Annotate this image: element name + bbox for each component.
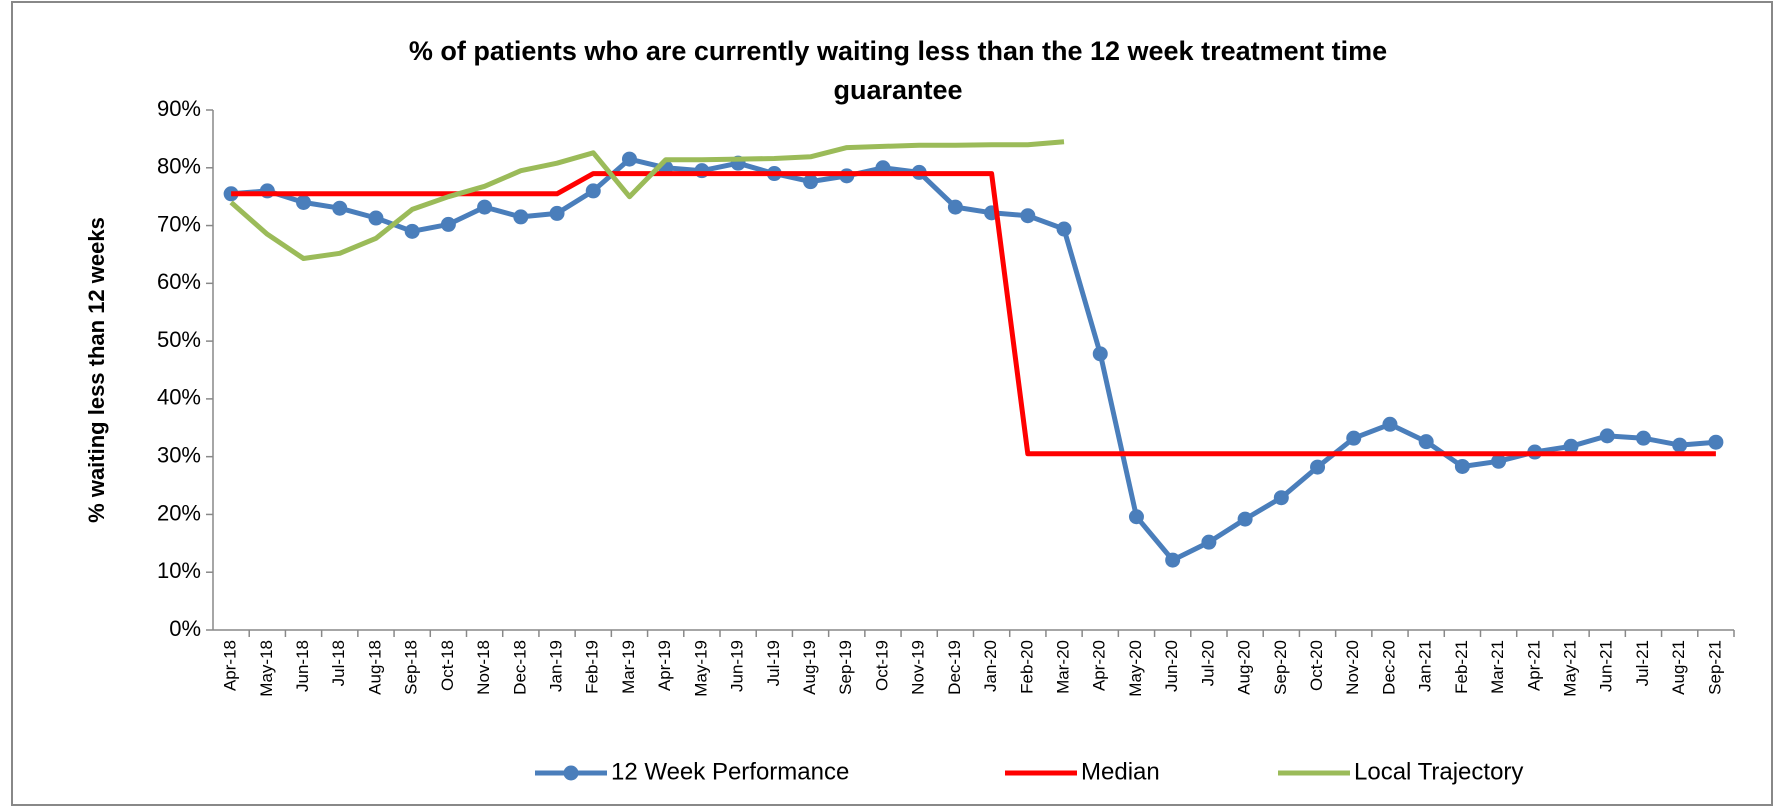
- y-tick-label: 70%: [157, 211, 201, 236]
- y-tick-label: 20%: [157, 500, 201, 525]
- x-tick-label: Aug-18: [365, 640, 384, 695]
- y-tick-label: 0%: [169, 616, 201, 641]
- marker: [1563, 438, 1579, 454]
- series-line: [229, 139, 1065, 261]
- legend-label: 12 Week Performance: [611, 758, 849, 785]
- marker: [1454, 458, 1470, 474]
- x-tick-label: Jun-18: [293, 640, 312, 692]
- x-tick-label: Oct-20: [1307, 640, 1326, 691]
- x-tick-label: Oct-19: [872, 640, 891, 691]
- x-tick-label: Jan-20: [981, 640, 1000, 692]
- legend-marker: [563, 765, 579, 781]
- x-tick-label: Mar-20: [1054, 640, 1073, 694]
- x-tick-label: Jul-19: [764, 640, 783, 686]
- x-tick-label: Nov-19: [909, 640, 928, 695]
- x-tick-label: Jul-20: [1198, 640, 1217, 686]
- x-tick-label: Dec-18: [510, 640, 529, 695]
- marker: [477, 199, 493, 215]
- x-tick-label: Sep-21: [1705, 640, 1724, 695]
- x-tick-label: Feb-19: [583, 640, 602, 694]
- marker: [1382, 416, 1398, 432]
- x-tick-label: May-19: [691, 640, 710, 697]
- chart-title-line: guarantee: [833, 75, 962, 105]
- x-tick-label: Oct-18: [438, 640, 457, 691]
- marker: [296, 194, 312, 210]
- x-tick-label: Jul-18: [329, 640, 348, 686]
- marker: [947, 199, 963, 215]
- x-tick-label: Nov-18: [474, 640, 493, 695]
- x-tick-label: Apr-20: [1090, 640, 1109, 691]
- x-tick-label: Sep-18: [402, 640, 421, 695]
- y-tick-label: 50%: [157, 327, 201, 352]
- marker: [803, 174, 819, 190]
- marker: [1092, 346, 1108, 362]
- marker: [1165, 552, 1181, 568]
- y-tick-label: 90%: [157, 96, 201, 121]
- marker: [621, 151, 637, 167]
- marker: [1201, 534, 1217, 550]
- marker: [1418, 434, 1434, 450]
- x-tick-label: Feb-20: [1017, 640, 1036, 694]
- marker: [332, 200, 348, 216]
- x-tick-label: Dec-19: [945, 640, 964, 695]
- x-tick-label: Aug-20: [1235, 640, 1254, 695]
- marker: [1128, 509, 1144, 525]
- series-line: [231, 171, 1716, 457]
- x-tick-label: Apr-21: [1524, 640, 1543, 691]
- x-tick-label: Sep-19: [836, 640, 855, 695]
- marker: [1237, 511, 1253, 527]
- x-tick-label: Jan-21: [1416, 640, 1435, 692]
- marker: [1708, 434, 1724, 450]
- legend-label: Median: [1081, 758, 1160, 785]
- x-tick-label: Jun-21: [1597, 640, 1616, 692]
- x-tick-label: Feb-21: [1452, 640, 1471, 694]
- x-tick-label: Dec-20: [1379, 640, 1398, 695]
- x-tick-label: Sep-20: [1271, 640, 1290, 695]
- x-tick-label: May-21: [1561, 640, 1580, 697]
- chart-title-line: % of patients who are currently waiting …: [409, 36, 1387, 66]
- x-tick-label: Mar-21: [1488, 640, 1507, 694]
- marker: [1491, 453, 1507, 469]
- y-axis-label: % waiting less than 12 weeks: [84, 217, 109, 523]
- x-tick-label: Nov-20: [1343, 640, 1362, 695]
- marker: [368, 210, 384, 226]
- y-tick-label: 80%: [157, 154, 201, 179]
- x-tick-label: May-20: [1126, 640, 1145, 697]
- marker: [549, 205, 565, 221]
- marker: [1020, 208, 1036, 224]
- legend-label: Local Trajectory: [1354, 758, 1523, 785]
- marker: [1346, 430, 1362, 446]
- marker: [1635, 430, 1651, 446]
- y-tick-label: 40%: [157, 385, 201, 410]
- marker: [440, 216, 456, 232]
- x-tick-label: Aug-21: [1669, 640, 1688, 695]
- marker: [585, 183, 601, 199]
- x-tick-label: Aug-19: [800, 640, 819, 695]
- x-tick-label: Apr-18: [221, 640, 240, 691]
- chart-frame: [11, 1, 1773, 806]
- marker: [513, 209, 529, 225]
- marker: [1599, 428, 1615, 444]
- x-tick-label: Jun-20: [1162, 640, 1181, 692]
- y-tick-label: 60%: [157, 269, 201, 294]
- y-tick-label: 30%: [157, 442, 201, 467]
- marker: [404, 223, 420, 239]
- chart-title: % of patients who are currently waiting …: [409, 36, 1387, 105]
- marker: [1273, 490, 1289, 506]
- x-tick-label: May-18: [257, 640, 276, 697]
- marker: [1310, 459, 1326, 475]
- x-tick-label: Mar-19: [619, 640, 638, 694]
- x-tick-label: Jan-19: [547, 640, 566, 692]
- x-tick-label: Apr-19: [655, 640, 674, 691]
- marker: [1672, 437, 1688, 453]
- x-tick-label: Jul-21: [1633, 640, 1652, 686]
- marker: [1056, 221, 1072, 237]
- x-tick-label: Jun-19: [728, 640, 747, 692]
- y-tick-label: 10%: [157, 558, 201, 583]
